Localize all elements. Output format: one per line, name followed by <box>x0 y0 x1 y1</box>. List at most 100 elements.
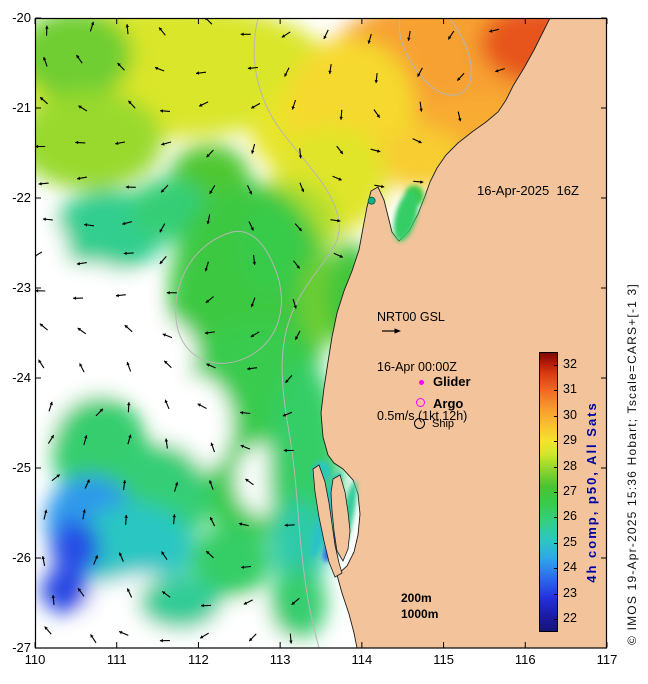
current-vector-arrowhead <box>252 261 257 265</box>
current-vector-arrowhead <box>339 116 343 120</box>
glider-dot-icon <box>419 380 424 385</box>
colorbar-tick-mark <box>554 568 558 570</box>
y-tick-label: -27 <box>12 640 31 655</box>
current-vector-arrowhead <box>240 444 245 449</box>
sst-blob <box>271 500 329 591</box>
current-vector-arrowhead <box>160 109 164 113</box>
contour-label-1000m: 1000m <box>401 607 439 621</box>
sst-blob <box>77 503 192 594</box>
legend-ship-label: Ship <box>432 418 455 430</box>
current-vector-arrowhead <box>295 336 299 340</box>
current-vector-arrowhead <box>84 435 88 439</box>
current-vector-arrowhead <box>154 66 159 71</box>
colorbar-tick-mark <box>554 415 558 417</box>
current-vector-arrowhead <box>247 366 251 371</box>
current-vector-arrowhead <box>90 634 94 638</box>
current-vector-arrowhead <box>94 555 98 559</box>
bathymetry-contours <box>175 18 472 648</box>
current-vector-arrowhead <box>285 379 289 383</box>
current-vector-arrowhead <box>159 638 163 643</box>
current-vector-arrowhead <box>75 140 79 145</box>
colorbar-tick-label: 25 <box>563 534 577 549</box>
dirk-hartog-island <box>312 464 343 578</box>
current-vector-arrowhead <box>77 176 81 180</box>
sst-blob <box>35 90 164 190</box>
current-vector-arrowhead <box>125 185 129 189</box>
x-tick-label: 117 <box>596 652 618 667</box>
current-vector-arrowhead <box>376 114 380 118</box>
current-vector-arrowhead <box>337 219 341 223</box>
current-vector-arrowhead <box>84 223 88 227</box>
x-tick-label: 112 <box>188 652 209 667</box>
current-vector-arrowhead <box>209 190 213 194</box>
current-vector-arrowhead <box>339 254 343 258</box>
colorbar-tick-mark <box>554 619 558 621</box>
x-tick-label: 115 <box>433 652 454 667</box>
current-vector-arrowhead <box>43 57 47 61</box>
y-tick-label: -26 <box>12 550 31 565</box>
current-vector-arrowhead <box>377 149 381 153</box>
current-vector-arrowhead <box>328 70 332 74</box>
current-vector-arrowhead <box>115 293 119 298</box>
colorbar-tick-mark <box>554 542 558 544</box>
current-vector-arrowhead <box>283 448 287 453</box>
current-vector-arrowhead <box>76 55 80 59</box>
current-vector-arrowhead <box>298 155 303 159</box>
current-vector-arrowhead <box>164 399 168 403</box>
colorbar-tick-label: 32 <box>563 356 577 371</box>
current-vector-arrowhead <box>119 552 123 556</box>
current-vector-arrowhead <box>79 363 83 367</box>
current-vector-arrowhead <box>164 438 169 442</box>
current-vector-arrowhead <box>210 517 214 521</box>
current-vector-arrowhead <box>241 565 245 569</box>
current-vector-arrowhead <box>243 601 248 605</box>
current-vector-arrowhead <box>339 150 343 154</box>
current-vector-arrowhead <box>166 291 170 295</box>
legend-glider-label: Glider <box>433 374 471 389</box>
current-vector-arrowhead <box>56 474 60 478</box>
current-vector-arrowhead <box>39 323 44 327</box>
colorbar-tick-label: 30 <box>563 407 577 422</box>
colorbar-tick-mark <box>554 517 558 519</box>
current-vector-arrowhead <box>251 105 255 109</box>
current-vector-arrowhead <box>159 27 163 31</box>
y-tick-label: -22 <box>12 190 31 205</box>
current-vector-arrowhead <box>250 227 254 231</box>
colorbar-tick-mark <box>554 390 558 392</box>
sst-blob <box>35 18 133 100</box>
current-vector-arrowhead <box>78 105 82 109</box>
contour-label-200m: 200m <box>401 591 432 605</box>
current-vector-arrowhead <box>206 153 210 158</box>
current-vector-arrowhead <box>489 29 493 33</box>
colorbar-tick-label: 22 <box>563 611 577 626</box>
current-vector-arrowhead <box>238 522 243 526</box>
current-vector-arrowhead <box>82 509 86 513</box>
current-vector-arrowhead <box>117 63 121 67</box>
station-markers-layer <box>367 196 376 205</box>
current-vector-arrowhead <box>458 118 462 122</box>
current-vector-arrowhead <box>407 37 411 41</box>
current-vector-arrowhead <box>418 140 422 144</box>
current-vector-arrowhead <box>115 141 119 145</box>
sst-blob <box>138 575 221 630</box>
current-vector-arrowhead <box>35 289 39 293</box>
current-vector-arrowhead <box>247 66 251 70</box>
current-vector-arrow <box>35 251 43 257</box>
nrt-info-block: NRT00 GSL 16-Apr 00:00Z 0.5m/s (1kt 12h) <box>377 276 467 458</box>
colorbar-tick-mark <box>554 364 558 366</box>
current-vector-arrowhead <box>206 551 210 555</box>
sst-blob <box>35 214 68 287</box>
current-vector-arrowhead <box>172 514 176 518</box>
current-vector-arrowhead <box>44 509 48 513</box>
current-vector-arrowhead <box>162 333 166 337</box>
current-vector-arrowhead <box>201 603 204 608</box>
scale-arrow <box>382 328 401 334</box>
current-vector-arrowhead <box>284 523 288 527</box>
colorbar-tick-label: 23 <box>563 585 577 600</box>
colorbar-tick-mark <box>554 593 558 595</box>
current-vector-arrowhead <box>128 100 132 105</box>
current-vector-arrowhead <box>122 221 126 226</box>
current-vector-arrowhead <box>298 227 302 231</box>
current-vector-arrowhead <box>210 442 214 446</box>
bathymetry-contour <box>175 230 282 364</box>
